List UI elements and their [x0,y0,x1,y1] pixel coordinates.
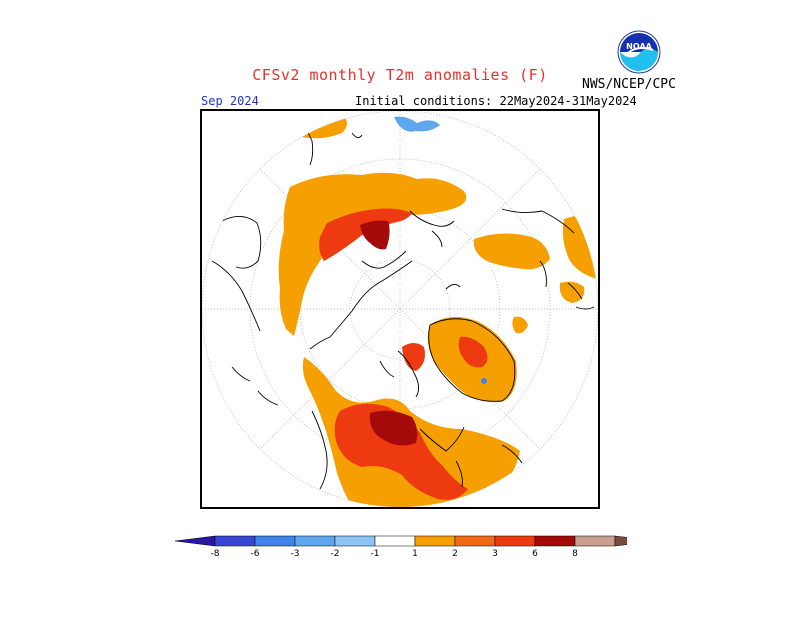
colorbar-tick-label: -3 [291,549,300,559]
noaa-logo: NOAA [617,30,661,74]
colorbar-bin-7 [454,535,496,547]
map-canvas [202,111,598,507]
colorbar-bin-4 [334,535,376,547]
anomaly-asia-north-2f [295,113,347,139]
forecast-month: Sep 2024 [201,94,259,108]
colorbar-tick-label: -6 [251,549,260,559]
anomaly-europe-sw-1f [559,281,585,303]
colorbar-bins [175,535,627,547]
colorbar-tick-label: 8 [572,549,578,559]
anomaly-namerica-2f [334,403,468,500]
anomaly-arctic-islands-2f [402,343,425,371]
colorbar-tick-label: 3 [492,549,498,559]
colorbar-bin-9 [534,535,576,547]
colorbar: -8 -6 -3 -2 -1 1 2 3 6 8 [175,535,627,559]
colorbar-bin-2 [254,535,296,547]
coastlines [211,114,595,490]
agency-label: NWS/NCEP/CPC [582,77,676,92]
colorbar-bin-0 [175,535,216,547]
colorbar-tick-label: -2 [331,549,340,559]
anomaly-europe-1f [473,233,550,270]
initial-conditions: Initial conditions: 22May2024-31May2024 [355,94,637,108]
anomaly-cool-spot [481,378,487,384]
anomaly-asia-3f [360,220,390,250]
colorbar-tick-label: 1 [412,549,418,559]
colorbar-tick-label: 2 [452,549,458,559]
anomaly-asia-1f [278,172,467,336]
colorbar-tick-label: -1 [371,549,380,559]
colorbar-bin-10 [574,535,616,547]
colorbar-bin-11 [614,535,627,547]
anomaly-asia-2f [319,208,412,261]
colorbar-tick-label: -8 [211,549,220,559]
colorbar-bin-5 [374,535,416,547]
colorbar-bin-3 [294,535,336,547]
colorbar-bin-6 [414,535,456,547]
colorbar-ticks: -8 -6 -3 -2 -1 1 2 3 6 8 [211,549,579,559]
anomaly-iceland-1f [512,316,528,334]
colorbar-tick-label: 6 [532,549,538,559]
logo-text: NOAA [626,42,652,51]
anomaly-cool-north [394,116,440,132]
anomaly-greenland-2f [458,336,488,368]
colorbar-bin-1 [214,535,256,547]
anomaly-europe-east-1f [562,215,598,279]
polar-map [200,109,600,509]
anomaly-namerica-3f [369,410,418,446]
map-title: CFSv2 monthly T2m anomalies (F) [252,66,548,84]
colorbar-bin-8 [494,535,536,547]
